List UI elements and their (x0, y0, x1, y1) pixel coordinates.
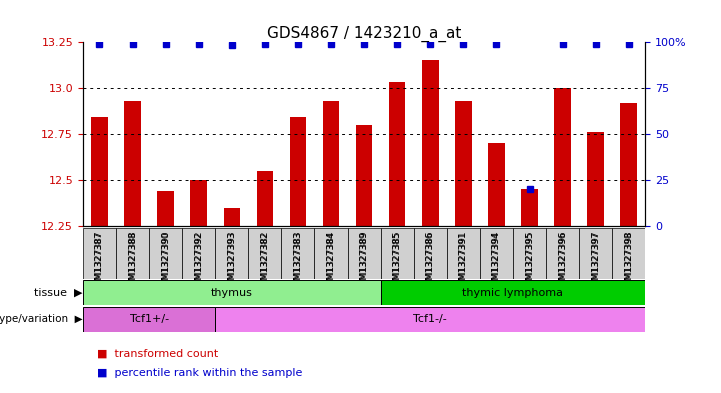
Text: GSM1327394: GSM1327394 (492, 231, 501, 292)
FancyBboxPatch shape (248, 228, 281, 279)
Text: GSM1327392: GSM1327392 (194, 231, 203, 292)
Text: GSM1327394: GSM1327394 (492, 230, 501, 290)
Text: GSM1327385: GSM1327385 (393, 230, 402, 291)
Text: GSM1327398: GSM1327398 (624, 230, 633, 291)
FancyBboxPatch shape (216, 228, 248, 279)
Text: GSM1327397: GSM1327397 (591, 231, 600, 292)
Text: GSM1327393: GSM1327393 (227, 231, 236, 292)
Text: GSM1327390: GSM1327390 (161, 230, 170, 291)
Text: GSM1327390: GSM1327390 (161, 231, 170, 292)
Bar (521, 189, 538, 226)
Text: thymus: thymus (211, 288, 253, 298)
FancyBboxPatch shape (83, 280, 381, 305)
Text: GSM1327395: GSM1327395 (525, 231, 534, 292)
FancyBboxPatch shape (513, 228, 546, 279)
Bar (422, 60, 438, 226)
FancyBboxPatch shape (348, 228, 381, 279)
FancyBboxPatch shape (83, 228, 116, 279)
Text: GSM1327386: GSM1327386 (426, 230, 435, 291)
FancyBboxPatch shape (381, 280, 645, 305)
Bar (554, 88, 571, 226)
Text: GSM1327397: GSM1327397 (591, 230, 600, 291)
FancyBboxPatch shape (414, 228, 447, 279)
Bar (190, 180, 207, 226)
Title: GDS4867 / 1423210_a_at: GDS4867 / 1423210_a_at (267, 26, 461, 42)
FancyBboxPatch shape (579, 228, 612, 279)
Text: ■  percentile rank within the sample: ■ percentile rank within the sample (97, 368, 303, 378)
Text: GSM1327384: GSM1327384 (327, 230, 335, 290)
FancyBboxPatch shape (612, 228, 645, 279)
FancyBboxPatch shape (480, 228, 513, 279)
Text: GSM1327384: GSM1327384 (327, 231, 335, 292)
Text: GSM1327382: GSM1327382 (260, 230, 270, 290)
Text: GSM1327398: GSM1327398 (624, 231, 633, 292)
Bar (124, 101, 141, 226)
Text: GSM1327389: GSM1327389 (360, 230, 368, 291)
FancyBboxPatch shape (83, 307, 216, 332)
Text: GSM1327387: GSM1327387 (95, 231, 104, 292)
Text: GSM1327393: GSM1327393 (227, 230, 236, 291)
Bar (389, 82, 405, 226)
FancyBboxPatch shape (216, 307, 645, 332)
Text: GSM1327383: GSM1327383 (293, 231, 302, 292)
Bar (224, 208, 240, 226)
Text: tissue  ▶: tissue ▶ (35, 288, 83, 298)
Text: GSM1327383: GSM1327383 (293, 230, 302, 291)
Text: GSM1327388: GSM1327388 (128, 231, 137, 292)
Text: GSM1327387: GSM1327387 (95, 230, 104, 291)
Text: ■  transformed count: ■ transformed count (97, 349, 218, 359)
Text: GSM1327388: GSM1327388 (128, 230, 137, 291)
FancyBboxPatch shape (281, 228, 314, 279)
FancyBboxPatch shape (381, 228, 414, 279)
FancyBboxPatch shape (149, 228, 182, 279)
FancyBboxPatch shape (182, 228, 216, 279)
Text: GSM1327396: GSM1327396 (558, 230, 567, 291)
Text: GSM1327389: GSM1327389 (360, 231, 368, 292)
Text: thymic lymphoma: thymic lymphoma (462, 288, 564, 298)
Bar (488, 143, 505, 226)
Bar (290, 118, 306, 226)
Bar (455, 101, 472, 226)
Bar (621, 103, 637, 226)
Bar (323, 101, 340, 226)
Text: GSM1327391: GSM1327391 (459, 230, 468, 291)
Text: GSM1327382: GSM1327382 (260, 231, 270, 292)
FancyBboxPatch shape (116, 228, 149, 279)
Text: GSM1327391: GSM1327391 (459, 231, 468, 292)
Text: GSM1327395: GSM1327395 (525, 230, 534, 291)
Text: GSM1327392: GSM1327392 (194, 230, 203, 290)
Text: GSM1327386: GSM1327386 (426, 231, 435, 292)
Bar (356, 125, 372, 226)
Bar (257, 171, 273, 226)
FancyBboxPatch shape (314, 228, 348, 279)
Text: GSM1327396: GSM1327396 (558, 231, 567, 292)
Text: Tcf1-/-: Tcf1-/- (413, 314, 447, 324)
FancyBboxPatch shape (447, 228, 480, 279)
FancyBboxPatch shape (546, 228, 579, 279)
Bar (588, 132, 604, 226)
Bar (157, 191, 174, 226)
Text: GSM1327385: GSM1327385 (393, 231, 402, 292)
Bar (91, 118, 107, 226)
Text: Tcf1+/-: Tcf1+/- (130, 314, 169, 324)
Text: genotype/variation  ▶: genotype/variation ▶ (0, 314, 83, 324)
